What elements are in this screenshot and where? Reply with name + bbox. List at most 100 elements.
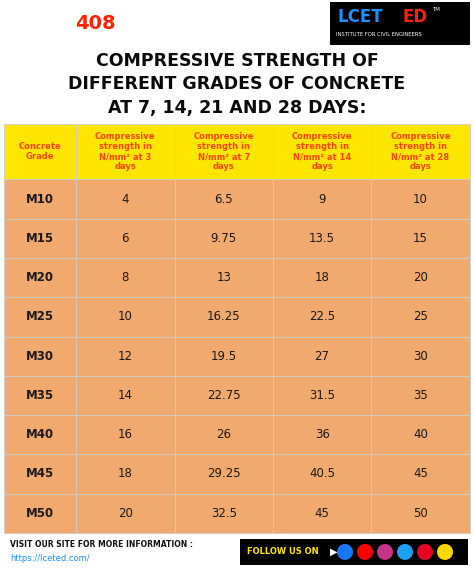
Text: 20: 20 bbox=[118, 507, 133, 520]
Text: 20: 20 bbox=[413, 271, 428, 284]
Bar bbox=[371, 258, 470, 297]
Bar bbox=[4, 179, 76, 219]
Text: M10: M10 bbox=[26, 193, 54, 206]
Bar bbox=[273, 415, 371, 454]
Text: 27: 27 bbox=[315, 350, 329, 363]
Bar bbox=[371, 219, 470, 258]
Text: Compressive
strength in
N/mm² at 14
days: Compressive strength in N/mm² at 14 days bbox=[292, 132, 352, 171]
Text: 9.75: 9.75 bbox=[210, 232, 237, 245]
Bar bbox=[273, 124, 371, 179]
Text: 35: 35 bbox=[413, 389, 428, 402]
Text: FOLLOW US ON: FOLLOW US ON bbox=[247, 547, 319, 556]
Text: 50: 50 bbox=[413, 507, 428, 520]
Text: 40: 40 bbox=[413, 428, 428, 441]
Text: M20: M20 bbox=[26, 271, 54, 284]
Text: 32.5: 32.5 bbox=[211, 507, 237, 520]
Bar bbox=[273, 179, 371, 219]
Bar bbox=[371, 124, 470, 179]
Bar bbox=[174, 124, 273, 179]
Text: 16: 16 bbox=[118, 428, 133, 441]
Bar bbox=[174, 219, 273, 258]
Bar bbox=[371, 179, 470, 219]
Text: TIPS: TIPS bbox=[12, 14, 61, 33]
Bar bbox=[371, 336, 470, 376]
Bar bbox=[4, 219, 76, 258]
Bar bbox=[273, 336, 371, 376]
Text: https://lceted.com/: https://lceted.com/ bbox=[10, 555, 90, 563]
Bar bbox=[174, 258, 273, 297]
Bar bbox=[4, 336, 76, 376]
Text: 10: 10 bbox=[413, 193, 428, 206]
Bar bbox=[240, 539, 468, 565]
Text: 6.5: 6.5 bbox=[214, 193, 233, 206]
Circle shape bbox=[417, 544, 433, 560]
Bar bbox=[76, 258, 174, 297]
Text: 22.5: 22.5 bbox=[309, 311, 335, 323]
Text: 25: 25 bbox=[413, 311, 428, 323]
Text: 16.25: 16.25 bbox=[207, 311, 240, 323]
Bar bbox=[76, 219, 174, 258]
Text: 29.25: 29.25 bbox=[207, 468, 240, 481]
Bar bbox=[4, 454, 76, 493]
Text: 4: 4 bbox=[121, 193, 129, 206]
Text: Compressive
strength in
N/mm² at 28
days: Compressive strength in N/mm² at 28 days bbox=[390, 132, 451, 171]
Bar bbox=[273, 376, 371, 415]
Text: 15: 15 bbox=[413, 232, 428, 245]
Bar bbox=[273, 297, 371, 336]
Text: ED: ED bbox=[403, 8, 428, 26]
Bar bbox=[4, 376, 76, 415]
Bar bbox=[330, 2, 470, 45]
Circle shape bbox=[397, 544, 413, 560]
Text: 22.75: 22.75 bbox=[207, 389, 240, 402]
Text: 6: 6 bbox=[121, 232, 129, 245]
Bar bbox=[4, 415, 76, 454]
Bar bbox=[174, 179, 273, 219]
Text: 13: 13 bbox=[216, 271, 231, 284]
Text: INSTITUTE FOR CIVIL ENGINEERS: INSTITUTE FOR CIVIL ENGINEERS bbox=[336, 33, 422, 37]
Text: 40.5: 40.5 bbox=[309, 468, 335, 481]
Text: Concrete
Grade: Concrete Grade bbox=[18, 143, 61, 162]
Bar bbox=[76, 124, 174, 179]
Circle shape bbox=[357, 544, 373, 560]
Text: Compressive
strength in
N/mm² at 7
days: Compressive strength in N/mm² at 7 days bbox=[193, 132, 254, 171]
Text: M40: M40 bbox=[26, 428, 54, 441]
Circle shape bbox=[377, 544, 393, 560]
Text: 10: 10 bbox=[118, 311, 133, 323]
Text: M35: M35 bbox=[26, 389, 54, 402]
Bar bbox=[273, 258, 371, 297]
Text: 31.5: 31.5 bbox=[309, 389, 335, 402]
Text: 12: 12 bbox=[118, 350, 133, 363]
Text: 45: 45 bbox=[413, 468, 428, 481]
Text: 30: 30 bbox=[413, 350, 428, 363]
Text: ▶: ▶ bbox=[330, 547, 337, 557]
Text: COMPRESSIVE STRENGTH OF
DIFFERENT GRADES OF CONCRETE
AT 7, 14, 21 AND 28 DAYS:: COMPRESSIVE STRENGTH OF DIFFERENT GRADES… bbox=[68, 52, 406, 117]
Bar bbox=[76, 454, 174, 493]
Text: 13.5: 13.5 bbox=[309, 232, 335, 245]
Text: M30: M30 bbox=[26, 350, 54, 363]
Text: 18: 18 bbox=[315, 271, 329, 284]
Bar bbox=[371, 493, 470, 533]
Text: 408: 408 bbox=[75, 14, 116, 33]
Bar bbox=[273, 219, 371, 258]
Bar bbox=[76, 179, 174, 219]
Bar bbox=[371, 297, 470, 336]
Text: 26: 26 bbox=[216, 428, 231, 441]
Text: M25: M25 bbox=[26, 311, 54, 323]
Bar bbox=[76, 297, 174, 336]
Bar bbox=[76, 336, 174, 376]
Bar bbox=[371, 376, 470, 415]
Bar bbox=[174, 454, 273, 493]
Bar bbox=[4, 297, 76, 336]
Text: 45: 45 bbox=[315, 507, 329, 520]
Bar bbox=[4, 124, 76, 179]
Text: M15: M15 bbox=[26, 232, 54, 245]
Text: M50: M50 bbox=[26, 507, 54, 520]
Bar bbox=[371, 415, 470, 454]
Circle shape bbox=[437, 544, 453, 560]
Bar bbox=[4, 258, 76, 297]
Text: 14: 14 bbox=[118, 389, 133, 402]
Text: TM: TM bbox=[432, 7, 440, 13]
Bar bbox=[174, 376, 273, 415]
Text: 8: 8 bbox=[122, 271, 129, 284]
Bar bbox=[174, 493, 273, 533]
